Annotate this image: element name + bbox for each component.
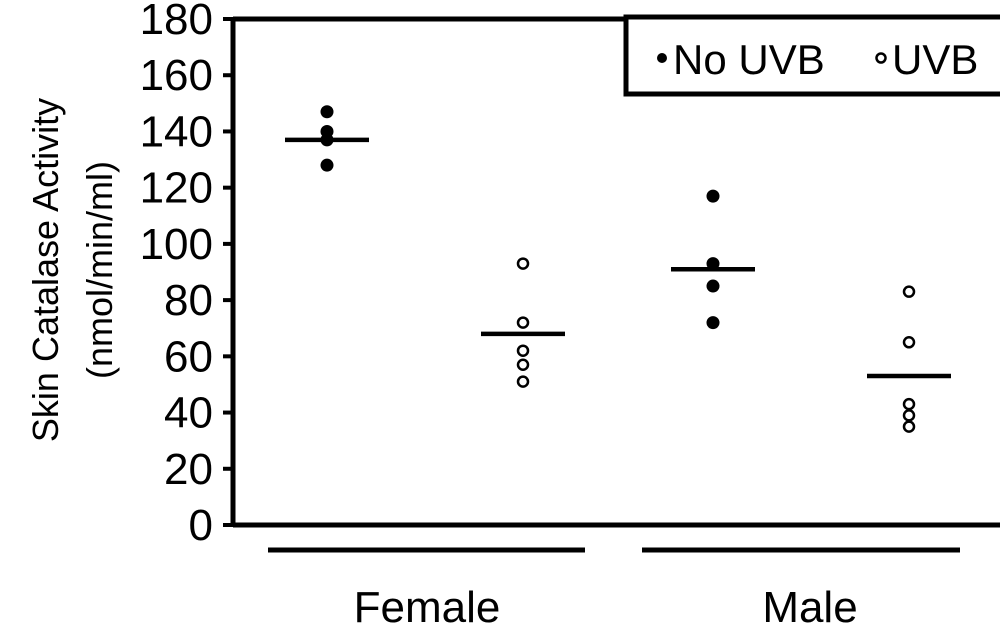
data-point-male-no-uvb [706, 316, 720, 330]
data-point-male-uvb [902, 336, 916, 349]
y-tick-label: 20 [164, 445, 213, 494]
y-axis: 0 20 40 60 80 100 120 140 160 180 [140, 0, 233, 550]
legend: No UVB UVB [623, 14, 1000, 97]
data-marks [285, 105, 951, 433]
data-point-male-no-uvb [706, 279, 720, 293]
group-label-male: Male [762, 583, 857, 631]
y-tick-label: 60 [164, 332, 213, 381]
y-tick-label: 180 [140, 0, 213, 44]
legend-box [623, 14, 1000, 97]
y-tick-label: 80 [164, 276, 213, 325]
data-point-male-uvb [902, 397, 916, 411]
y-tick-label: 100 [140, 220, 213, 269]
data-point-female-uvb [516, 358, 530, 372]
y-tick-label: 120 [140, 164, 213, 213]
legend-filled-marker [657, 53, 667, 63]
legend-label-no-uvb: No UVB [673, 36, 825, 83]
data-point-female-uvb [516, 257, 530, 270]
y-axis-title: Skin Catalase Activity (nmol/min/ml) [25, 98, 120, 442]
y-tick-label: 160 [140, 51, 213, 100]
legend-label-uvb: UVB [892, 36, 978, 83]
data-point-female-no-uvb [320, 105, 334, 119]
data-point-male-no-uvb [706, 189, 720, 203]
data-point-male-uvb [902, 285, 916, 298]
y-axis-title-line1: Skin Catalase Activity [25, 98, 66, 442]
data-point-female-uvb [516, 375, 530, 388]
group-label-female: Female [354, 583, 501, 631]
data-point-male-uvb [902, 409, 916, 422]
y-tick-label: 140 [140, 107, 213, 156]
y-tick-label: 40 [164, 389, 213, 438]
data-point-male-no-uvb [706, 257, 720, 271]
data-point-male-uvb [902, 420, 916, 433]
data-point-female-no-uvb [320, 158, 334, 172]
y-axis-title-line2: (nmol/min/ml) [79, 161, 120, 379]
y-tick-label: 0 [189, 501, 213, 550]
legend-open-marker [875, 52, 887, 64]
data-point-female-uvb [516, 344, 530, 357]
data-point-female-uvb [516, 316, 530, 329]
